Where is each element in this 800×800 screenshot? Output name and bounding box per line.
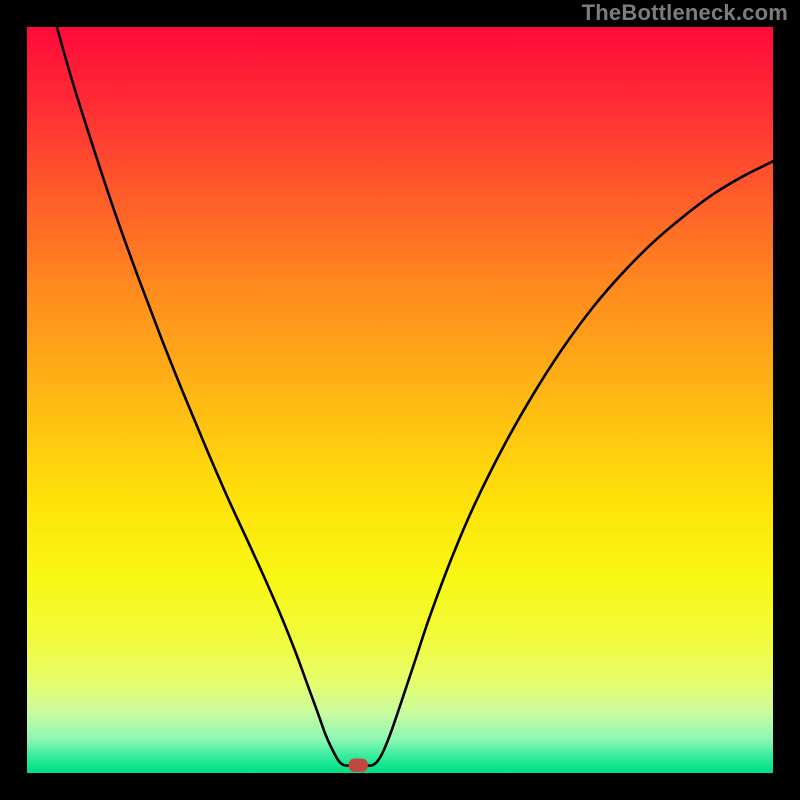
gradient-background — [27, 27, 773, 773]
plot-area — [27, 27, 773, 773]
optimal-point-marker — [349, 758, 368, 771]
watermark-text: TheBottleneck.com — [582, 0, 788, 26]
chart-stage: TheBottleneck.com — [0, 0, 800, 800]
chart-svg — [27, 27, 773, 773]
